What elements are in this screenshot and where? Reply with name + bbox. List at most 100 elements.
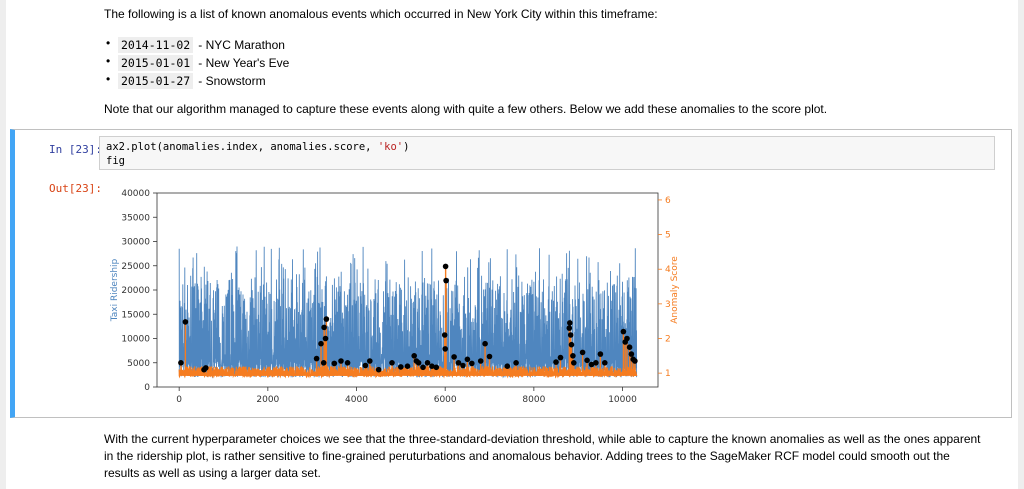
- event-date: 2015-01-27: [118, 73, 194, 89]
- y2-tick-label: 3: [665, 300, 671, 310]
- anomaly-point: [624, 335, 630, 342]
- anomaly-point: [584, 357, 590, 364]
- anomaly-point: [464, 356, 471, 363]
- anomaly-point: [420, 364, 426, 371]
- anomaly-point: [331, 360, 338, 367]
- x-tick-label: 4000: [345, 395, 368, 405]
- anomaly-point: [460, 362, 466, 369]
- anomaly-point: [626, 344, 633, 350]
- event-date: 2014-11-02: [118, 37, 194, 53]
- list-item: 2015-01-27 - Snowstorm: [106, 72, 289, 90]
- events-list: 2014-11-02 - NYC Marathon 2015-01-01 - New…: [104, 36, 289, 90]
- code-line-2: fig: [106, 155, 125, 167]
- y2-tick-label: 1: [665, 369, 671, 379]
- anomaly-point: [571, 360, 577, 366]
- y2-tick-label: 5: [665, 231, 671, 241]
- anomaly-point: [313, 355, 320, 362]
- anomaly-point: [557, 354, 564, 361]
- anomaly-point: [318, 340, 324, 347]
- anomaly-chart: 0 2000 4000 6000 8000 10000 05000100001500020…: [110, 189, 680, 405]
- anomaly-point: [178, 360, 184, 366]
- anomaly-point: [367, 358, 373, 364]
- y-tick-label: 25000: [121, 262, 150, 272]
- anomaly-point: [375, 366, 382, 373]
- anomaly-point: [567, 320, 573, 326]
- anomaly-point: [322, 335, 329, 342]
- anomaly-point: [568, 341, 575, 348]
- anomaly-point: [486, 353, 493, 360]
- code-editor[interactable]: ax2.plot(anomalies.index, anomalies.scor…: [99, 136, 995, 170]
- code-cell[interactable]: In [23]: ax2.plot(anomalies.index, anoma…: [10, 129, 1012, 418]
- anomaly-point: [344, 360, 351, 366]
- markdown-intro: The following is a list of known anomalo…: [104, 6, 984, 23]
- anomaly-point: [321, 324, 327, 331]
- y-tick-label: 35000: [121, 213, 150, 223]
- y-axis-left: 0 5000 10000 15000 20000 25000 30000 35000 40000: [121, 189, 157, 393]
- ridership-line: [178, 246, 638, 379]
- y-tick-label: 30000: [121, 238, 150, 248]
- code-string: 'ko': [377, 141, 404, 153]
- list-item: 2014-11-02 - NYC Marathon: [106, 36, 289, 54]
- anomaly-point: [451, 354, 457, 360]
- anomaly-point: [482, 340, 488, 347]
- anomaly-point: [442, 263, 449, 270]
- note-paragraph: Note that our algorithm managed to captu…: [104, 102, 828, 116]
- y-tick-label: 5000: [127, 359, 150, 369]
- y-tick-label: 10000: [121, 335, 150, 345]
- y2-axis-label: Anomaly Score: [670, 256, 680, 324]
- anomaly-point: [429, 363, 435, 369]
- anomaly-point: [602, 360, 608, 366]
- x-tick-label: 10000: [608, 395, 637, 405]
- y-tick-label: 40000: [121, 189, 150, 199]
- anomaly-point: [567, 332, 574, 338]
- anomaly-point: [593, 360, 599, 366]
- code-text: ): [403, 141, 410, 153]
- event-label: - Snowstorm: [198, 74, 266, 88]
- y-tick-label: 15000: [121, 310, 150, 320]
- x-tick-label: 0: [176, 395, 182, 405]
- anomaly-point: [469, 360, 475, 367]
- code-line-1: ax2.plot(anomalies.index, anomalies.scor…: [106, 140, 988, 154]
- anomaly-point: [424, 360, 431, 366]
- y-tick-label: 20000: [121, 286, 150, 296]
- anomaly-point: [455, 360, 462, 366]
- conclusion-paragraph: With the current hyperparameter choices …: [104, 432, 981, 480]
- anomaly-point: [203, 365, 209, 371]
- anomaly-point: [628, 351, 635, 357]
- anomaly-point: [411, 353, 418, 359]
- anomaly-point: [513, 360, 519, 366]
- input-prompt: In [23]:: [49, 143, 102, 156]
- anomaly-point: [338, 358, 344, 364]
- anomaly-point: [504, 363, 511, 369]
- anomaly-point: [320, 360, 327, 366]
- event-date: 2015-01-01: [118, 55, 194, 71]
- anomaly-point: [415, 360, 422, 366]
- intro-paragraph: The following is a list of known anomalo…: [104, 7, 658, 21]
- anomaly-point: [398, 364, 404, 370]
- event-label: - New Year's Eve: [198, 56, 290, 70]
- event-label: - NYC Marathon: [198, 38, 285, 52]
- anomaly-point: [441, 332, 448, 338]
- anomaly-point: [553, 359, 559, 365]
- anomaly-point: [404, 363, 411, 369]
- anomaly-point: [389, 360, 395, 366]
- anomaly-point: [477, 358, 484, 364]
- markdown-note: Note that our algorithm managed to captu…: [104, 101, 984, 118]
- anomaly-point: [442, 346, 449, 352]
- anomaly-point: [632, 358, 638, 364]
- x-tick-label: 6000: [434, 395, 457, 405]
- anomaly-point: [579, 349, 586, 356]
- anomaly-point: [588, 361, 595, 368]
- anomaly-point: [566, 325, 573, 331]
- code-text: ax2.plot(anomalies.index, anomalies.scor…: [106, 141, 378, 153]
- x-tick-label: 8000: [522, 395, 545, 405]
- y-axis-right: 1 2 3 4 5 6: [658, 196, 671, 379]
- y-axis-label: Taxi Ridership: [110, 258, 120, 322]
- anomaly-point: [182, 319, 189, 325]
- output-prompt: Out[23]:: [49, 182, 102, 195]
- anomaly-point: [433, 364, 440, 371]
- x-axis: 0 2000 4000 6000 8000 10000: [176, 387, 637, 405]
- y-tick-label: 0: [144, 383, 150, 393]
- anomaly-point: [443, 277, 449, 284]
